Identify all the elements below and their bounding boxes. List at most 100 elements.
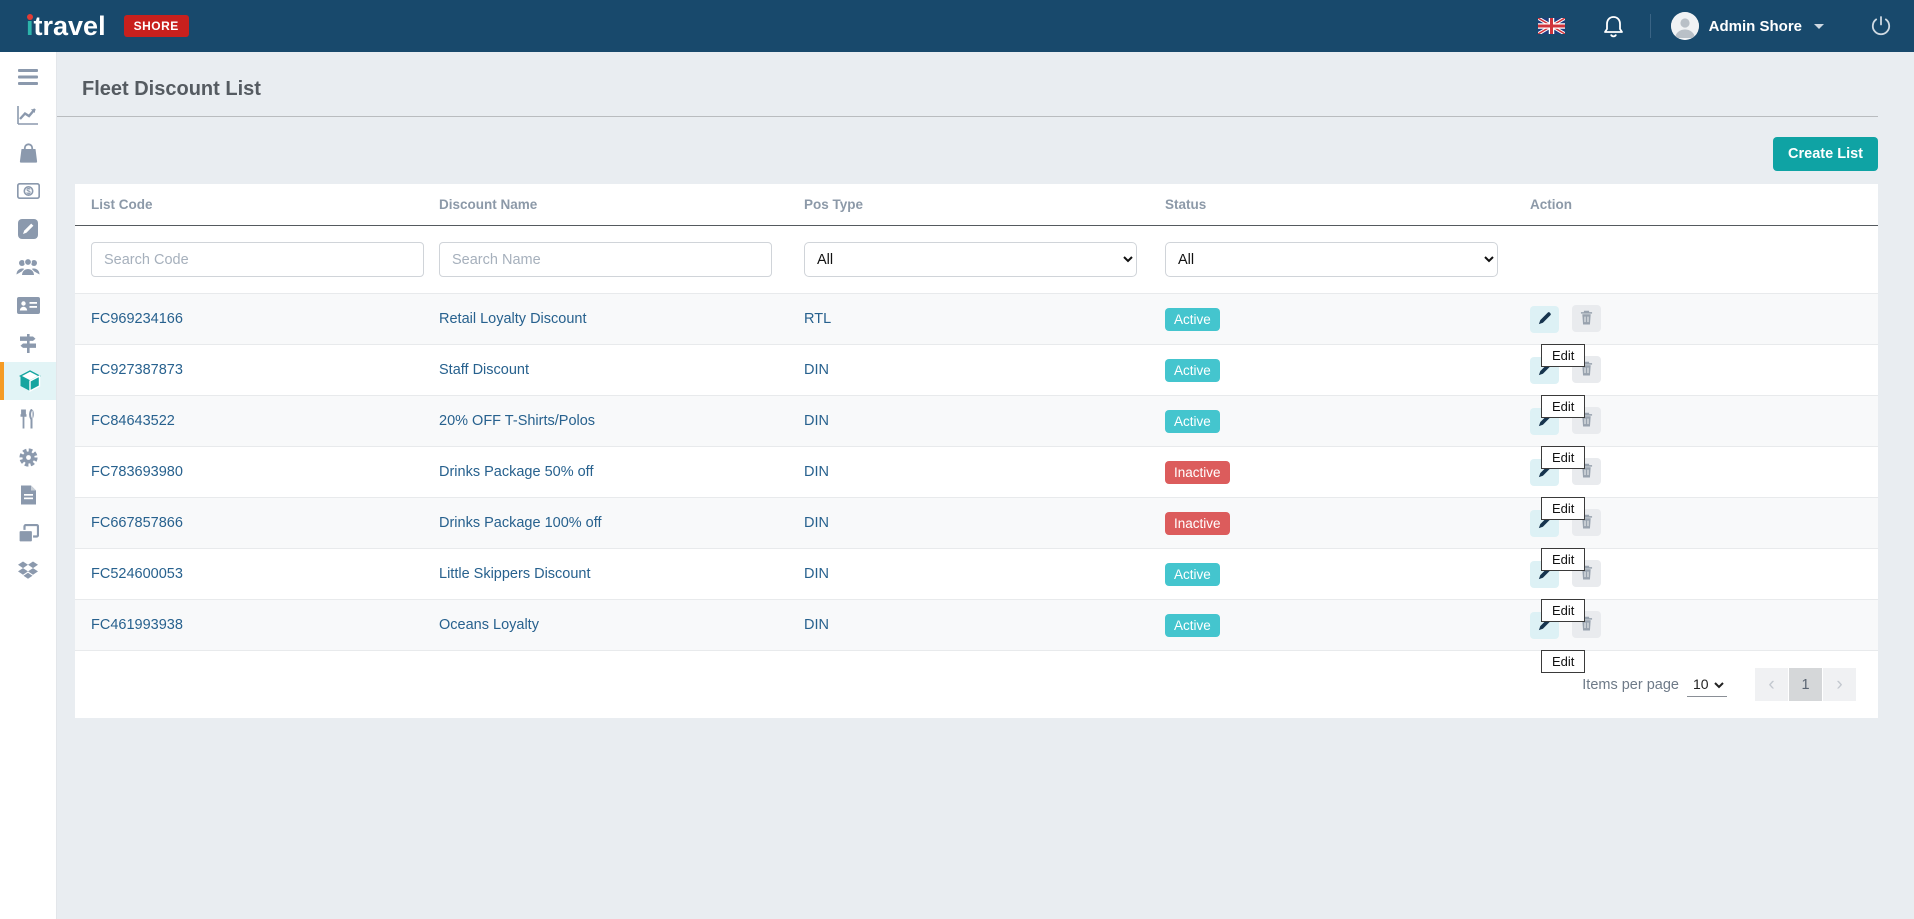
logo-i-letter: i: [26, 10, 34, 41]
language-flag-icon[interactable]: [1537, 18, 1565, 34]
power-logout-icon[interactable]: [1870, 15, 1892, 37]
column-header-discount-name: Discount Name: [439, 197, 538, 212]
users-group-icon: [16, 258, 40, 276]
notifications-bell-icon[interactable]: [1603, 15, 1624, 38]
cell-discount-name: Retail Loyalty Discount: [439, 311, 587, 327]
cell-list-code[interactable]: FC783693980: [91, 464, 183, 480]
cell-list-code[interactable]: FC927387873: [91, 362, 183, 378]
sidebar-item-integrations[interactable]: [0, 552, 56, 590]
cell-list-code[interactable]: FC461993938: [91, 617, 183, 633]
cell-pos-type: DIN: [804, 464, 829, 480]
dining-utensils-icon: [19, 409, 37, 429]
sidebar-item-windows[interactable]: [0, 514, 56, 552]
document-file-icon: [20, 485, 37, 505]
topbar-divider: [1649, 14, 1651, 38]
page-title: Fleet Discount List: [82, 78, 261, 100]
sidebar-item-documents[interactable]: [0, 476, 56, 514]
status-badge: Inactive: [1165, 460, 1230, 484]
sidebar-item-menu[interactable]: [0, 58, 56, 96]
cell-discount-name: 20% OFF T-Shirts/Polos: [439, 413, 596, 429]
sidebar-item-payments[interactable]: $: [0, 172, 56, 210]
main-content: Fleet Discount List Create List List Cod…: [57, 52, 1914, 919]
user-menu[interactable]: Admin Shore: [1670, 12, 1824, 40]
items-per-page-label: Items per page: [1582, 676, 1679, 693]
cell-discount-name: Little Skippers Discount: [439, 566, 591, 582]
trash-icon: [1580, 361, 1593, 379]
status-badge: Inactive: [1165, 511, 1230, 535]
status-filter-select[interactable]: All: [1165, 242, 1498, 277]
table-header-row: List Code Discount Name Pos Type Status …: [75, 184, 1878, 226]
svg-text:$: $: [26, 187, 31, 196]
table-row: FC461993938 Oceans Loyalty DIN Active Ed…: [75, 600, 1878, 674]
cell-discount-name: Drinks Package 50% off: [439, 464, 594, 480]
status-badge: Active: [1165, 562, 1220, 586]
signpost-icon: [17, 333, 39, 353]
cell-list-code[interactable]: FC84643522: [91, 413, 175, 429]
status-badge: Active: [1165, 307, 1220, 331]
trash-icon: [1580, 310, 1593, 328]
edit-tooltip: Edit: [1541, 446, 1586, 470]
menu-hamburger-icon: [18, 69, 38, 85]
discount-list-table: List Code Discount Name Pos Type Status …: [75, 184, 1878, 718]
cell-pos-type: DIN: [804, 617, 829, 633]
cell-pos-type: DIN: [804, 515, 829, 531]
cell-list-code[interactable]: FC524600053: [91, 566, 183, 582]
sidebar-item-edit[interactable]: [0, 210, 56, 248]
money-banknote-icon: $: [16, 183, 40, 199]
sidebar-item-packages[interactable]: [0, 362, 56, 400]
cell-pos-type: RTL: [804, 311, 832, 327]
search-code-input[interactable]: [91, 242, 424, 277]
package-cube-icon: [19, 370, 41, 392]
sidebar-item-id-card[interactable]: [0, 286, 56, 324]
cell-pos-type: DIN: [804, 566, 829, 582]
pos-type-filter-select[interactable]: All: [804, 242, 1137, 277]
page-header: Fleet Discount List: [57, 52, 1878, 117]
edit-tooltip: Edit: [1541, 395, 1586, 419]
shore-badge: SHORE: [123, 15, 189, 37]
top-navbar: i travel SHORE: [0, 0, 1914, 52]
cell-discount-name: Staff Discount: [439, 362, 530, 378]
integrations-dropbox-icon: [17, 561, 39, 581]
current-page-button[interactable]: 1: [1789, 668, 1822, 701]
sidebar-item-signpost[interactable]: [0, 324, 56, 362]
column-header-list-code: List Code: [91, 197, 153, 212]
edit-pencil-icon: [18, 219, 38, 239]
prev-page-button[interactable]: ‹: [1755, 668, 1788, 701]
app-logo[interactable]: i travel: [26, 11, 106, 42]
delete-button[interactable]: [1572, 305, 1602, 333]
column-header-status: Status: [1165, 197, 1207, 212]
cell-list-code[interactable]: FC667857866: [91, 515, 183, 531]
edit-button[interactable]: [1530, 305, 1559, 333]
edit-tooltip: Edit: [1541, 344, 1586, 368]
chevron-down-icon: [1814, 23, 1824, 29]
edit-tooltip: Edit: [1541, 599, 1586, 623]
status-badge: Active: [1165, 409, 1220, 433]
table-row: FC969234166 Retail Loyalty Discount RTL …: [75, 294, 1878, 368]
sidebar-nav: $: [0, 52, 57, 919]
id-card-icon: [16, 296, 40, 314]
pagination-bar: Items per page 10 ‹ 1 ›: [75, 651, 1878, 718]
sidebar-item-analytics[interactable]: [0, 96, 56, 134]
edit-tooltip: Edit: [1541, 497, 1586, 521]
table-filter-row: All All: [75, 226, 1878, 294]
table-row: FC783693980 Drinks Package 50% off DIN I…: [75, 447, 1878, 521]
items-per-page-select[interactable]: 10: [1687, 672, 1727, 697]
search-name-input[interactable]: [439, 242, 772, 277]
logo-text: travel: [33, 10, 106, 41]
cell-list-code[interactable]: FC969234166: [91, 311, 183, 327]
sidebar-item-shopping[interactable]: [0, 134, 56, 172]
create-list-button[interactable]: Create List: [1773, 137, 1878, 171]
edit-tooltip: Edit: [1541, 548, 1586, 572]
shopping-bag-icon: [18, 143, 39, 163]
column-header-pos-type: Pos Type: [804, 197, 864, 212]
analytics-chart-icon: [17, 105, 39, 125]
table-row: FC84643522 20% OFF T-Shirts/Polos DIN Ac…: [75, 396, 1878, 470]
next-page-button[interactable]: ›: [1823, 668, 1856, 701]
sidebar-item-settings[interactable]: [0, 438, 56, 476]
sidebar-item-dining[interactable]: [0, 400, 56, 438]
cell-discount-name: Drinks Package 100% off: [439, 515, 602, 531]
table-body: FC969234166 Retail Loyalty Discount RTL …: [75, 294, 1878, 674]
sidebar-item-users[interactable]: [0, 248, 56, 286]
column-header-action: Action: [1530, 197, 1572, 212]
cell-pos-type: DIN: [804, 362, 829, 378]
